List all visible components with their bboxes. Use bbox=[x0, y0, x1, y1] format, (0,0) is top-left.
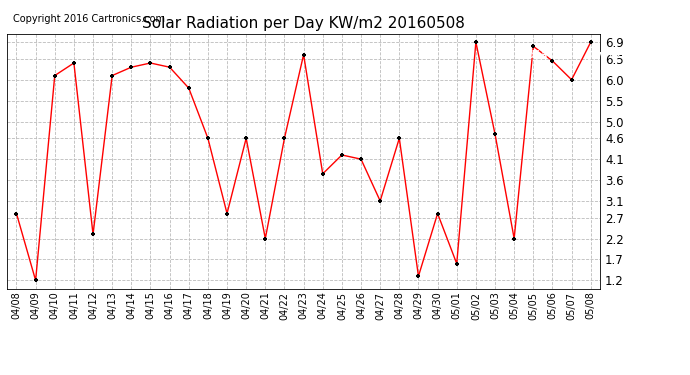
Point bbox=[164, 64, 175, 70]
Point bbox=[547, 58, 558, 64]
Point bbox=[413, 273, 424, 279]
Point bbox=[221, 210, 233, 216]
Point bbox=[11, 210, 22, 216]
Point bbox=[202, 135, 213, 141]
Title: Solar Radiation per Day KW/m2 20160508: Solar Radiation per Day KW/m2 20160508 bbox=[142, 16, 465, 31]
Point bbox=[68, 60, 79, 66]
Point bbox=[432, 210, 443, 216]
Point bbox=[241, 135, 252, 141]
Point bbox=[30, 278, 41, 284]
Point bbox=[489, 131, 500, 137]
Point bbox=[298, 52, 309, 58]
Point bbox=[336, 152, 347, 158]
Point bbox=[126, 64, 137, 70]
Point bbox=[451, 261, 462, 267]
Point bbox=[471, 39, 482, 45]
Point bbox=[279, 135, 290, 141]
Point bbox=[375, 198, 386, 204]
Point bbox=[49, 72, 60, 78]
Point bbox=[585, 39, 596, 45]
Point bbox=[184, 85, 195, 91]
Text: Radiation  (kW/m2): Radiation (kW/m2) bbox=[516, 50, 629, 60]
Point bbox=[317, 171, 328, 177]
Point bbox=[145, 60, 156, 66]
Point bbox=[509, 236, 520, 242]
Point bbox=[566, 77, 577, 83]
Point bbox=[394, 135, 405, 141]
Point bbox=[355, 156, 366, 162]
Point bbox=[260, 236, 271, 242]
Point bbox=[88, 231, 99, 237]
Point bbox=[107, 72, 118, 78]
Point bbox=[528, 43, 539, 49]
Text: Copyright 2016 Cartronics.com: Copyright 2016 Cartronics.com bbox=[13, 13, 165, 24]
